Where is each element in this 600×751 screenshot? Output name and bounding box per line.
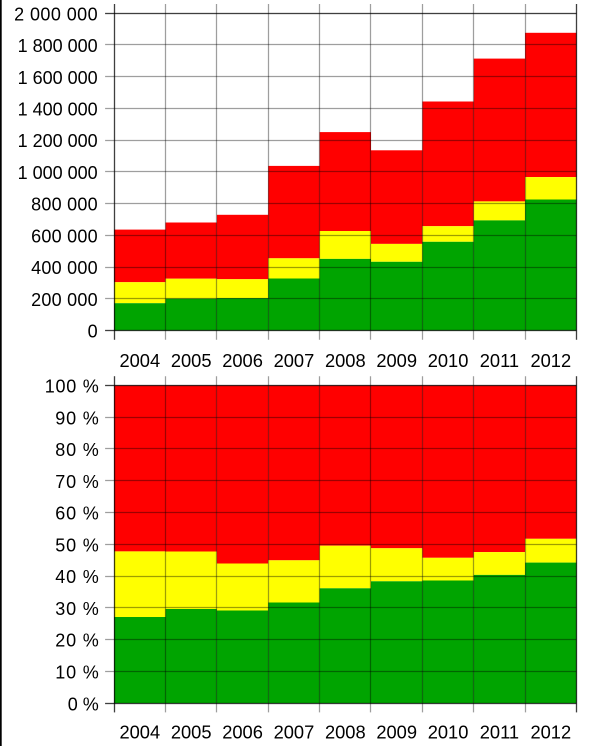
svg-text:2006: 2006 [222,722,263,743]
svg-text:800 000: 800 000 [31,195,98,215]
svg-text:60 %: 60 % [55,504,99,524]
svg-text:2 000 000: 2 000 000 [14,4,98,24]
svg-text:2004: 2004 [119,722,160,743]
svg-text:2005: 2005 [171,350,212,371]
svg-text:2009: 2009 [376,350,417,371]
svg-text:0 %: 0 % [68,694,99,714]
svg-text:2007: 2007 [274,722,315,743]
svg-text:70 %: 70 % [55,472,99,492]
svg-text:10 %: 10 % [55,663,99,683]
svg-text:2011: 2011 [480,350,519,371]
svg-text:1 400 000: 1 400 000 [18,99,98,119]
svg-text:2005: 2005 [171,722,212,743]
svg-text:2008: 2008 [325,350,366,371]
svg-text:100 %: 100 % [45,377,99,397]
svg-text:2007: 2007 [274,350,315,371]
svg-text:2011: 2011 [480,722,519,743]
svg-text:400 000: 400 000 [31,258,98,278]
svg-text:20 %: 20 % [55,631,99,651]
svg-text:80 %: 80 % [55,440,99,460]
svg-text:600 000: 600 000 [31,226,98,246]
svg-text:1 000 000: 1 000 000 [18,163,98,183]
svg-text:1 600 000: 1 600 000 [18,68,98,88]
svg-text:2010: 2010 [428,350,469,371]
svg-text:2010: 2010 [428,722,469,743]
svg-text:2004: 2004 [119,350,160,371]
svg-text:40 %: 40 % [55,567,99,587]
svg-text:30 %: 30 % [55,599,99,619]
svg-text:2012: 2012 [530,722,571,743]
svg-text:2006: 2006 [222,350,263,371]
svg-text:50 %: 50 % [55,535,99,555]
svg-text:2012: 2012 [530,350,571,371]
svg-text:2009: 2009 [376,722,417,743]
svg-text:90 %: 90 % [55,408,99,428]
svg-text:1 200 000: 1 200 000 [18,131,98,151]
svg-text:0: 0 [88,322,98,342]
svg-text:1 800 000: 1 800 000 [18,36,98,56]
svg-text:2008: 2008 [325,722,366,743]
svg-text:200 000: 200 000 [31,290,98,310]
